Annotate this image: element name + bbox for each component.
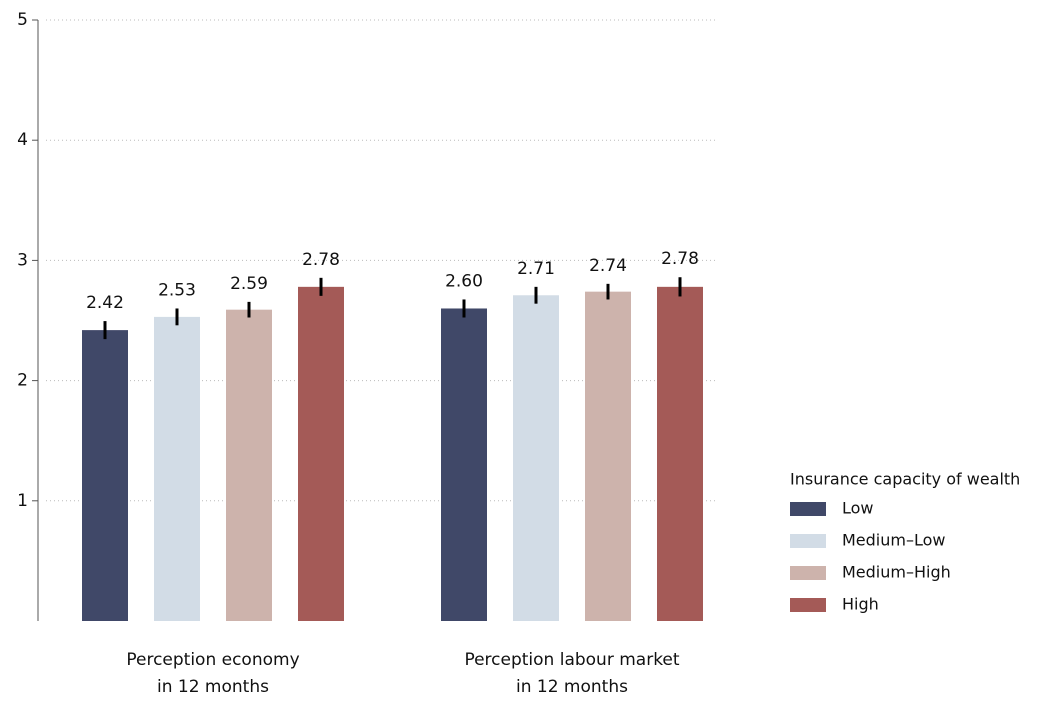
y-tick-label: 5 (17, 10, 28, 30)
y-tick-label: 4 (17, 130, 28, 150)
data-label: 2.74 (589, 256, 627, 276)
legend-label: Medium–Low (842, 531, 945, 550)
legend-label: Low (842, 499, 874, 518)
legend-swatch (790, 598, 826, 612)
data-label: 2.53 (158, 280, 196, 300)
legend-title: Insurance capacity of wealth (790, 470, 1020, 489)
bar (657, 286, 703, 621)
bar (298, 286, 344, 621)
bar (154, 316, 200, 621)
y-tick-label: 3 (17, 250, 28, 270)
data-label: 2.42 (86, 293, 124, 313)
bar (513, 295, 559, 621)
legend-label: Medium–High (842, 563, 951, 582)
bar (585, 291, 631, 621)
x-tick-label: in 12 months (157, 677, 269, 697)
x-tick-label: in 12 months (516, 677, 628, 697)
bar (226, 309, 272, 621)
legend-swatch (790, 502, 826, 516)
y-tick-label: 2 (17, 371, 28, 391)
data-label: 2.60 (445, 271, 483, 291)
data-label: 2.78 (302, 250, 340, 270)
data-label: 2.59 (230, 274, 268, 294)
data-label: 2.71 (517, 259, 555, 279)
legend-swatch (790, 534, 826, 548)
legend-label: High (842, 595, 879, 614)
legend-swatch (790, 566, 826, 580)
bar (441, 308, 487, 621)
data-label: 2.78 (661, 249, 699, 269)
y-tick-label: 1 (17, 491, 28, 511)
x-tick-label: Perception labour market (464, 650, 679, 670)
x-tick-label: Perception economy (126, 650, 299, 670)
bar (82, 330, 128, 621)
